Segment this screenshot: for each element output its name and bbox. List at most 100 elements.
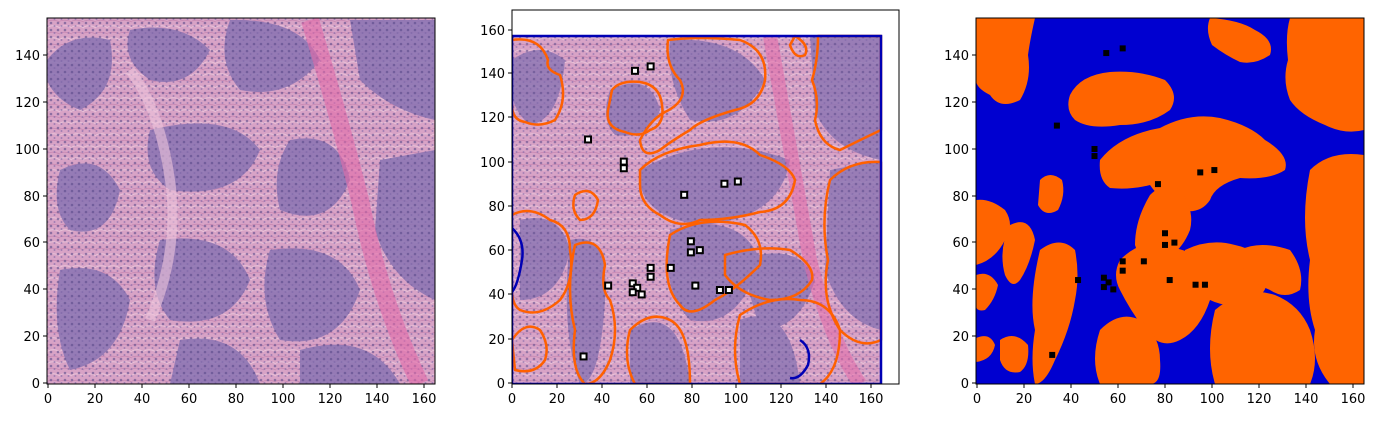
- marker-point: [686, 248, 695, 257]
- marker-point: [1211, 167, 1218, 174]
- blue-contours: [512, 34, 883, 384]
- y-tick-label: 100: [944, 143, 969, 158]
- marker-point: [579, 352, 588, 361]
- x-tick-label: 120: [769, 392, 794, 407]
- marker-point: [637, 290, 646, 299]
- x-tick-label: 140: [814, 392, 839, 407]
- marker-point: [633, 283, 642, 292]
- marker-point: [1100, 284, 1107, 291]
- x-tick-label: 100: [724, 392, 749, 407]
- axes-frame: [975, 17, 1365, 385]
- markers-mask: [1049, 45, 1218, 358]
- y-tick-label: 20: [23, 330, 40, 345]
- y-tick-label: 100: [15, 143, 40, 158]
- marker-point: [628, 279, 637, 288]
- marker-point: [646, 62, 655, 71]
- marker-point: [666, 263, 675, 272]
- y-tick-label: 0: [32, 377, 40, 392]
- x-tick-label: 80: [1157, 392, 1174, 407]
- marker-point: [619, 164, 628, 173]
- x-tick-label: 80: [684, 392, 701, 407]
- axes-frame: [46, 17, 436, 385]
- x-tick-label: 60: [1110, 392, 1127, 407]
- orange-contours: [512, 34, 883, 384]
- marker-point: [724, 286, 733, 295]
- x-tick-label: 20: [1016, 392, 1033, 407]
- marker-point: [1100, 274, 1107, 281]
- markers-overlay: [579, 62, 742, 361]
- y-tick-label: 80: [23, 190, 40, 205]
- x-tick-label: 60: [181, 392, 198, 407]
- marker-point: [1154, 181, 1161, 188]
- x-tick-label: 140: [1294, 392, 1319, 407]
- x-tick-label: 100: [1200, 392, 1225, 407]
- marker-point: [1162, 241, 1168, 248]
- y-tick-label: 120: [480, 111, 505, 126]
- marker-point: [1162, 230, 1168, 237]
- x-tick-label: 80: [228, 392, 245, 407]
- marker-point: [646, 272, 655, 281]
- y-axis: 0 20 40 60 80 100 120 140: [944, 49, 976, 392]
- marker-point: [691, 281, 700, 290]
- y-tick-label: 140: [944, 49, 969, 64]
- y-tick-label: 120: [944, 96, 969, 111]
- x-tick-label: 160: [412, 392, 437, 407]
- marker-point: [1166, 277, 1173, 284]
- marker-point: [680, 190, 689, 199]
- y-tick-label: 140: [15, 49, 40, 64]
- x-tick-label: 120: [1247, 392, 1272, 407]
- marker-point: [1201, 281, 1208, 288]
- y-tick-label: 80: [952, 190, 969, 205]
- marker-point: [1171, 239, 1178, 246]
- x-tick-label: 20: [87, 392, 104, 407]
- axes-frame: [511, 9, 900, 385]
- panel-contour-overlay: 0 20 40 60 80 100 120 140 160 0 20 40 60…: [480, 9, 900, 407]
- x-axis: 0 20 40 60 80 100 120 140 160: [44, 384, 437, 407]
- marker-point: [1140, 258, 1147, 265]
- x-axis: 0 20 40 60 80 100 120 140 160: [973, 384, 1366, 407]
- marker-point: [1053, 122, 1060, 129]
- marker-point: [646, 263, 655, 272]
- marker-point: [630, 66, 639, 75]
- marker-point: [733, 177, 742, 186]
- y-tick-label: 20: [952, 330, 969, 345]
- marker-point: [1119, 267, 1126, 274]
- x-tick-label: 20: [549, 392, 566, 407]
- marker-point: [584, 135, 593, 144]
- x-tick-label: 40: [594, 392, 611, 407]
- marker-point: [1119, 45, 1126, 52]
- x-tick-label: 40: [1063, 392, 1080, 407]
- x-tick-label: 0: [44, 392, 52, 407]
- y-tick-label: 60: [488, 244, 505, 259]
- x-tick-label: 160: [1341, 392, 1366, 407]
- y-axis: 0 20 40 60 80 100 120 140: [15, 49, 47, 392]
- y-tick-label: 60: [952, 236, 969, 251]
- y-tick-label: 100: [480, 156, 505, 171]
- x-tick-label: 0: [973, 392, 981, 407]
- y-tick-label: 140: [480, 67, 505, 82]
- marker-point: [1105, 279, 1112, 286]
- marker-point: [686, 237, 695, 246]
- y-tick-label: 160: [480, 24, 505, 39]
- marker-point: [715, 286, 724, 295]
- marker-point: [1119, 258, 1126, 265]
- x-tick-label: 160: [859, 392, 884, 407]
- x-tick-label: 60: [639, 392, 656, 407]
- marker-point: [604, 281, 613, 290]
- y-axis: 0 20 40 60 80 100 120 140 160: [480, 24, 512, 392]
- x-tick-label: 100: [271, 392, 296, 407]
- marker-point: [619, 157, 628, 166]
- y-tick-label: 0: [497, 377, 505, 392]
- y-tick-label: 20: [488, 333, 505, 348]
- marker-point: [628, 288, 637, 297]
- marker-point: [1110, 286, 1117, 293]
- y-tick-label: 40: [488, 288, 505, 303]
- marker-point: [1197, 169, 1204, 176]
- y-tick-label: 0: [961, 377, 969, 392]
- marker-point: [1103, 50, 1110, 57]
- y-tick-label: 80: [488, 200, 505, 215]
- x-axis: 0 20 40 60 80 100 120 140 160: [508, 384, 884, 407]
- marker-point: [1075, 277, 1082, 284]
- marker-point: [1091, 146, 1098, 152]
